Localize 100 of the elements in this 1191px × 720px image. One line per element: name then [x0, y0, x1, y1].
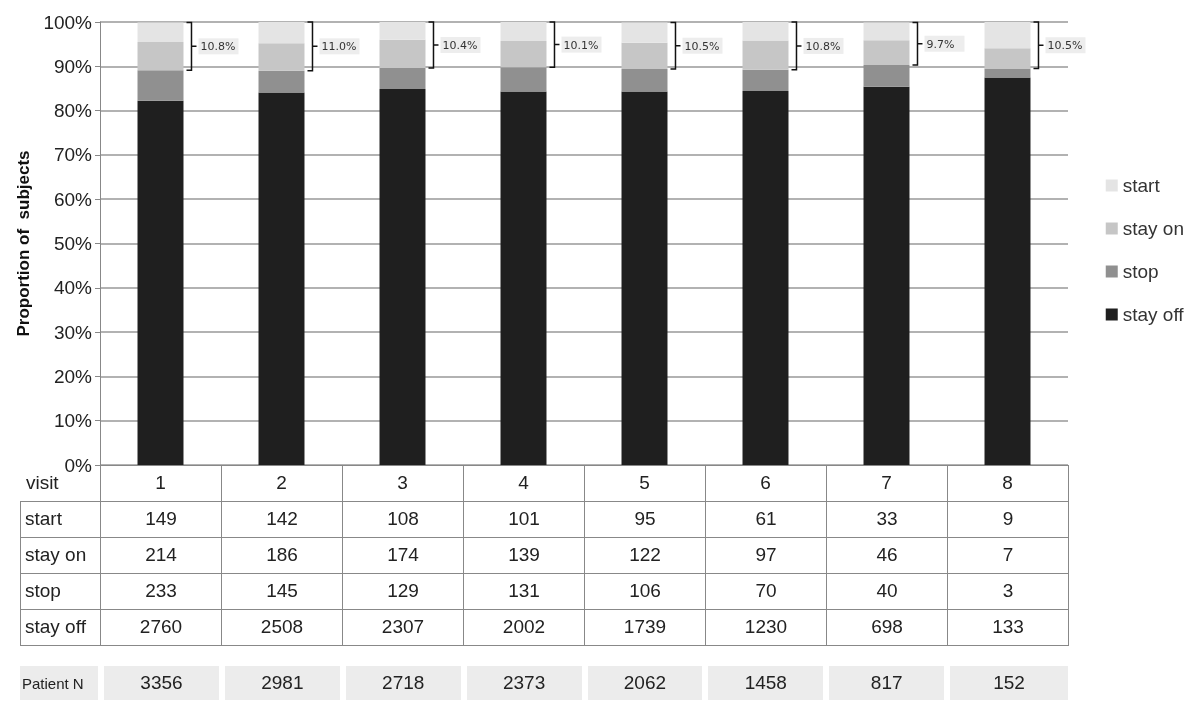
bar [742, 22, 789, 41]
bar [863, 86, 910, 465]
y-tick-label: 100% [43, 11, 93, 33]
text: 70 [705, 573, 827, 609]
text: 133 [947, 609, 1069, 645]
x-tick-label: 5 [639, 472, 650, 493]
bar [258, 22, 305, 44]
legend-label: stay off [1122, 304, 1185, 325]
annotation: 10.8% [200, 40, 236, 54]
x-tick-label: 6 [760, 472, 771, 493]
text: 214 [100, 537, 222, 573]
text: 145 [221, 573, 343, 609]
text: 152 [947, 666, 1068, 700]
text: 95 [584, 501, 706, 537]
bar [621, 91, 668, 465]
text: 2307 [342, 609, 464, 645]
bar [742, 91, 789, 465]
text: 233 [100, 573, 222, 609]
bar [984, 77, 1031, 465]
x-tick-label: 8 [1002, 472, 1013, 493]
bar [863, 22, 910, 41]
x-tick-label: 3 [397, 472, 408, 493]
bar [984, 48, 1031, 69]
text: 131 [463, 573, 585, 609]
text: 186 [221, 537, 343, 573]
bar [621, 22, 668, 43]
bar [500, 91, 547, 465]
text: stop [20, 573, 101, 609]
y-tick-label: 70% [53, 144, 93, 166]
text: 9 [947, 501, 1069, 537]
x-tick-label: 2 [276, 472, 287, 493]
text: 174 [342, 537, 464, 573]
text: 149 [100, 501, 222, 537]
text: Patient N [17, 666, 102, 700]
y-tick-label: 90% [53, 55, 93, 77]
legend-label: start [1122, 175, 1161, 196]
bar [742, 69, 789, 92]
y-axis-title: Proportion of subjects [14, 150, 33, 337]
bar [379, 68, 426, 89]
x-tick-label: 1 [155, 472, 166, 493]
y-tick-label: 40% [53, 277, 93, 299]
text: 2508 [221, 609, 343, 645]
x-tick-label: 4 [518, 472, 530, 493]
annotation: 10.4% [442, 39, 478, 53]
text: 2981 [221, 666, 343, 700]
text: 2062 [584, 666, 706, 700]
bar [137, 22, 184, 42]
y-tick-label: 0% [64, 454, 93, 476]
legend-label: stay on [1122, 218, 1185, 239]
text: 101 [463, 501, 585, 537]
bar [258, 70, 305, 93]
text: 106 [584, 573, 706, 609]
annotation: 9.7% [926, 37, 955, 51]
text: 142 [221, 501, 343, 537]
text: 33 [826, 501, 948, 537]
text: 698 [826, 609, 948, 645]
bar [742, 40, 789, 70]
annotation: 11.0% [321, 40, 357, 54]
x-tick-label: 7 [881, 472, 892, 493]
y-tick-label: 50% [53, 233, 93, 254]
bar [500, 41, 547, 68]
x-axis-title: visit [25, 472, 60, 493]
text: 129 [342, 573, 464, 609]
text: 61 [705, 501, 827, 537]
legend-label: stop [1122, 261, 1159, 282]
bar [984, 22, 1031, 49]
text: 2002 [463, 609, 585, 645]
text: 2718 [342, 666, 464, 700]
bar [621, 42, 668, 69]
bar [379, 88, 426, 465]
text: 139 [463, 537, 585, 573]
text: 108 [342, 501, 464, 537]
bar [137, 41, 184, 71]
text: 122 [584, 537, 706, 573]
text: 1739 [584, 609, 706, 645]
bar [863, 40, 910, 65]
bar [379, 39, 426, 69]
annotation: 10.8% [805, 39, 841, 53]
text: 46 [826, 537, 948, 573]
bar [137, 100, 184, 465]
text: 97 [705, 537, 827, 573]
bar [621, 68, 668, 92]
text: 1458 [705, 666, 827, 700]
annotation: 10.5% [684, 39, 720, 53]
y-tick-label: 60% [53, 188, 93, 210]
text: 7 [947, 537, 1069, 573]
bar [137, 70, 184, 101]
bar [500, 22, 547, 42]
bar [379, 22, 426, 40]
text: 40 [826, 573, 948, 609]
text: 817 [826, 666, 948, 700]
bar [258, 43, 305, 71]
text: 3356 [101, 666, 222, 700]
text: stay off [20, 609, 101, 645]
y-tick-label: 80% [53, 100, 93, 122]
text: 3 [947, 573, 1069, 609]
y-tick-label: 10% [53, 410, 93, 432]
text: 1230 [705, 609, 827, 645]
annotation: 10.5% [1047, 39, 1083, 53]
annotation: 10.1% [563, 38, 599, 52]
